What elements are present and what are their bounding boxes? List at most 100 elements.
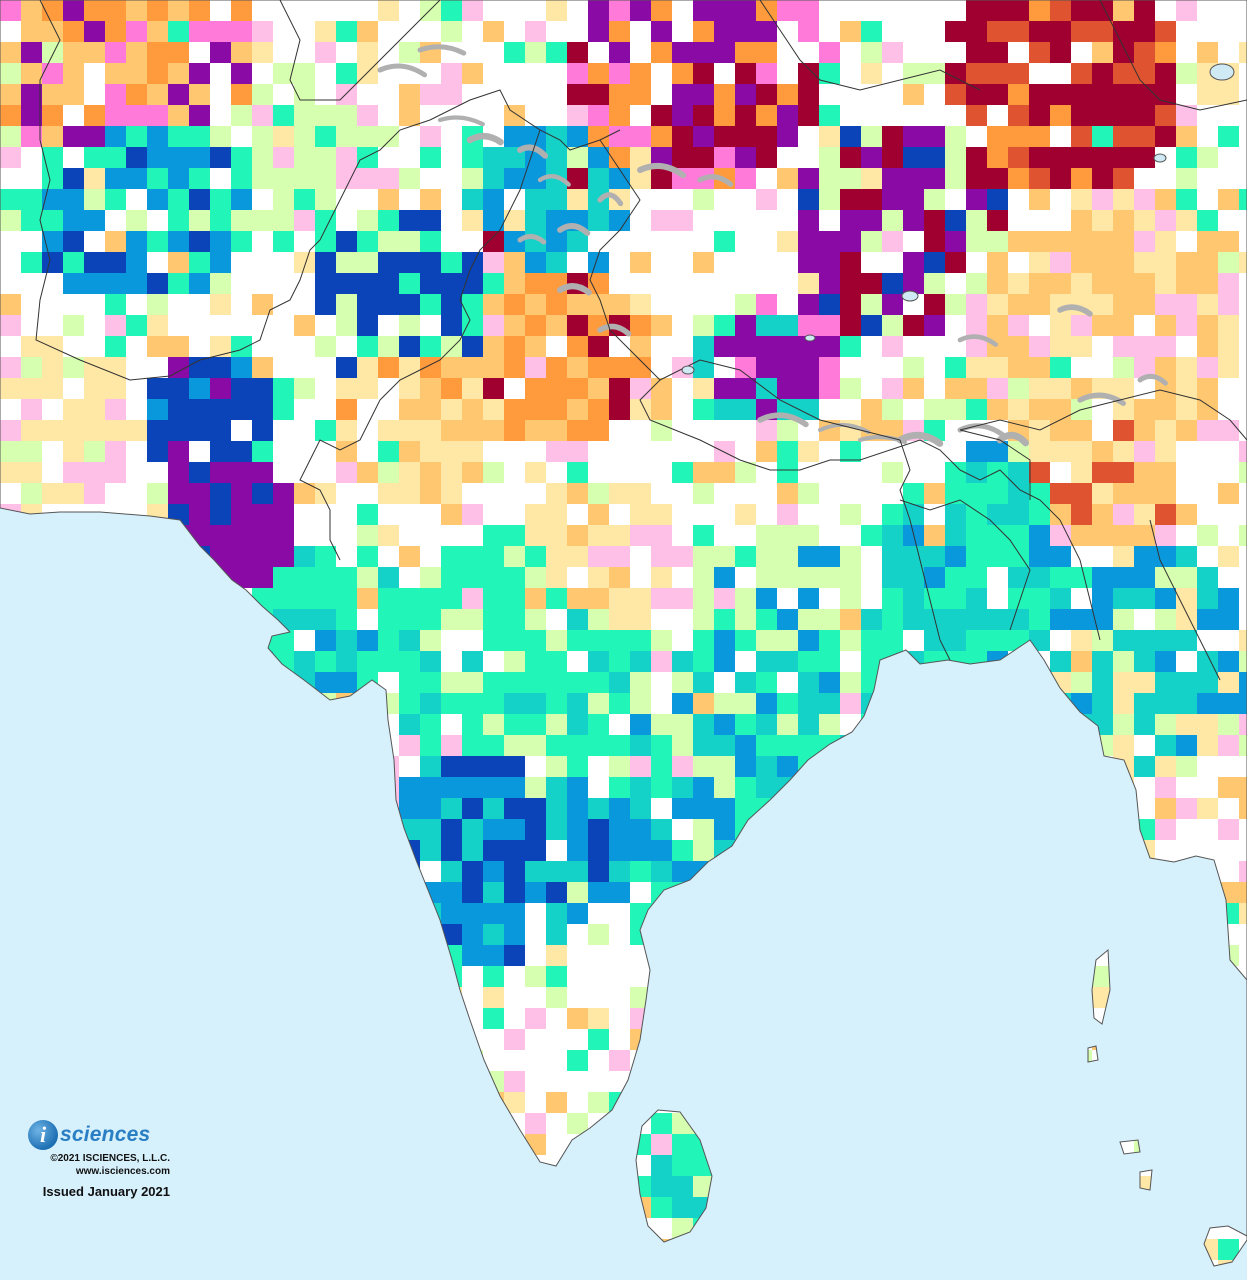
grid-cell <box>315 231 336 252</box>
grid-cell <box>147 147 168 168</box>
grid-cell <box>630 504 651 525</box>
grid-cell <box>189 0 210 21</box>
grid-cell <box>1155 399 1176 420</box>
website-link[interactable]: www.isciences.com <box>75 1166 170 1177</box>
grid-cell <box>987 546 1008 567</box>
grid-cell <box>1071 462 1092 483</box>
grid-cell <box>630 63 651 84</box>
grid-cell <box>1218 693 1239 714</box>
grid-cell <box>1050 168 1071 189</box>
grid-cell <box>630 651 651 672</box>
grid-cell <box>546 630 567 651</box>
grid-cell <box>567 357 588 378</box>
grid-cell <box>252 126 273 147</box>
grid-cell <box>567 147 588 168</box>
grid-cell <box>504 231 525 252</box>
grid-cell <box>357 21 378 42</box>
grid-cell <box>105 294 126 315</box>
grid-cell <box>945 252 966 273</box>
grid-cell <box>567 903 588 924</box>
grid-cell <box>1155 735 1176 756</box>
grid-cell <box>987 0 1008 21</box>
grid-cell <box>672 63 693 84</box>
grid-cell <box>798 63 819 84</box>
grid-cell <box>210 378 231 399</box>
grid-cell <box>441 420 462 441</box>
grid-cell <box>168 357 189 378</box>
grid-cell <box>1113 84 1134 105</box>
grid-cell <box>63 399 84 420</box>
grid-cell <box>504 546 525 567</box>
grid-cell <box>588 63 609 84</box>
grid-cell <box>945 567 966 588</box>
grid-cell <box>399 546 420 567</box>
grid-cell <box>609 126 630 147</box>
grid-cell <box>630 378 651 399</box>
grid-cell <box>903 357 924 378</box>
grid-cell <box>588 105 609 126</box>
grid-cell <box>651 714 672 735</box>
grid-cell <box>1071 630 1092 651</box>
grid-cell <box>462 777 483 798</box>
grid-cell <box>693 609 714 630</box>
grid-cell <box>315 273 336 294</box>
grid-cell <box>693 672 714 693</box>
grid-cell <box>1218 315 1239 336</box>
grid-cell <box>168 231 189 252</box>
grid-cell <box>1029 168 1050 189</box>
grid-cell <box>210 294 231 315</box>
grid-cell <box>525 798 546 819</box>
grid-cell <box>987 294 1008 315</box>
grid-cell <box>1197 252 1218 273</box>
grid-cell <box>357 294 378 315</box>
grid-cell <box>84 21 105 42</box>
grid-cell <box>651 210 672 231</box>
grid-cell <box>42 378 63 399</box>
glacier-streak <box>417 44 467 56</box>
grid-cell <box>924 189 945 210</box>
grid-cell <box>441 546 462 567</box>
grid-cell <box>441 861 462 882</box>
grid-cell <box>1113 567 1134 588</box>
grid-cell <box>147 231 168 252</box>
grid-cell <box>42 420 63 441</box>
grid-cell <box>1113 189 1134 210</box>
grid-cell <box>672 210 693 231</box>
grid-cell <box>462 147 483 168</box>
grid-cell <box>273 630 294 651</box>
grid-cell <box>924 567 945 588</box>
grid-cell <box>21 420 42 441</box>
grid-cell <box>1239 735 1247 756</box>
grid-cell <box>1134 462 1155 483</box>
grid-cell <box>903 189 924 210</box>
grid-cell <box>399 294 420 315</box>
grid-cell <box>0 126 21 147</box>
grid-cell <box>126 42 147 63</box>
grid-cell <box>882 546 903 567</box>
grid-cell <box>966 42 987 63</box>
grid-cell <box>798 231 819 252</box>
grid-cell <box>798 315 819 336</box>
grid-cell <box>63 420 84 441</box>
grid-cell <box>756 735 777 756</box>
grid-cell <box>336 399 357 420</box>
grid-cell <box>210 126 231 147</box>
grid-cell <box>630 819 651 840</box>
grid-cell <box>1092 672 1113 693</box>
grid-cell <box>1176 567 1197 588</box>
grid-cell <box>924 126 945 147</box>
grid-cell <box>1155 294 1176 315</box>
grid-cell <box>1197 315 1218 336</box>
grid-cell <box>168 168 189 189</box>
grid-cell <box>1029 294 1050 315</box>
grid-cell <box>420 693 441 714</box>
grid-cell <box>525 357 546 378</box>
grid-cell <box>462 420 483 441</box>
grid-cell <box>840 546 861 567</box>
grid-cell <box>189 126 210 147</box>
grid-cell <box>462 903 483 924</box>
grid-cell <box>609 798 630 819</box>
grid-cell <box>840 441 861 462</box>
grid-cell <box>1029 567 1050 588</box>
grid-cell <box>735 462 756 483</box>
